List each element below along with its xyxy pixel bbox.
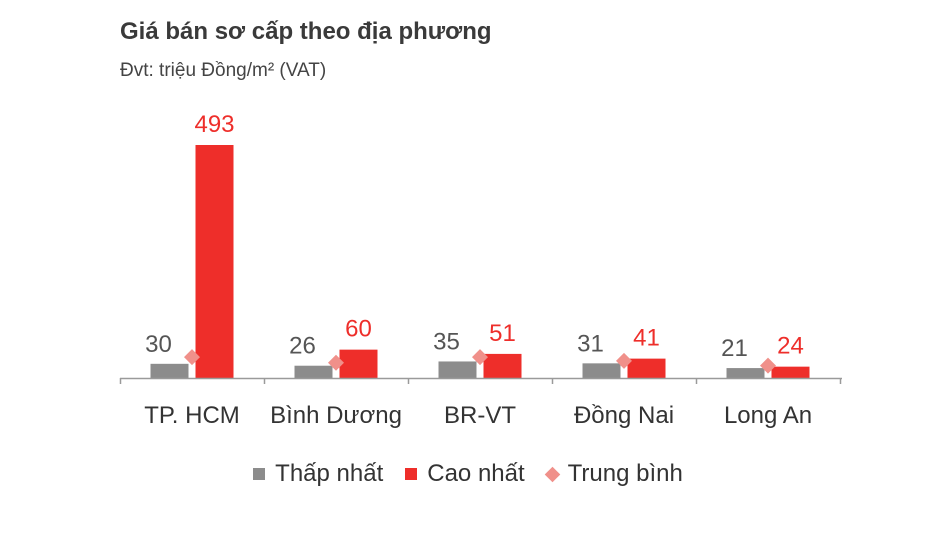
bar-lowest-0 bbox=[150, 363, 189, 378]
legend-item-average: Trung bình bbox=[544, 460, 683, 488]
legend-item-lowest: Thấp nhất bbox=[253, 460, 383, 488]
marker-average-4 bbox=[760, 357, 776, 374]
category-label-3: Đồng Nai bbox=[574, 402, 674, 429]
label-lowest-1: 26 bbox=[289, 333, 316, 360]
bar-highest-4 bbox=[771, 366, 810, 378]
label-highest-4: 24 bbox=[777, 333, 804, 360]
bar-lowest-1 bbox=[294, 365, 333, 378]
legend-label-average: Trung bình bbox=[567, 460, 683, 487]
chart-subtitle: Đvt: triệu Đồng/m² (VAT) bbox=[120, 60, 327, 81]
marker-average-1 bbox=[328, 354, 344, 371]
category-label-4: Long An bbox=[724, 402, 812, 429]
bar-highest-2 bbox=[483, 353, 522, 378]
label-highest-0: 493 bbox=[194, 111, 234, 138]
bar-chart: 30 493 TP. HCM 26 60 Bình Dương 35 51 BR-VT 31 41 Đ… bbox=[119, 111, 842, 429]
category-label-2: BR-VT bbox=[444, 402, 516, 429]
bar-lowest-4 bbox=[726, 368, 765, 378]
bar-lowest-3 bbox=[582, 363, 621, 378]
label-highest-3: 41 bbox=[633, 325, 660, 352]
bar-highest-0 bbox=[195, 145, 234, 378]
chart-title: Giá bán sơ cấp theo địa phương bbox=[120, 18, 492, 45]
legend-label-lowest: Thấp nhất bbox=[275, 460, 384, 487]
bar-highest-1 bbox=[339, 349, 378, 378]
legend-item-highest: Cao nhất bbox=[405, 460, 525, 488]
category-label-1: Bình Dương bbox=[270, 402, 402, 429]
marker-average-2 bbox=[472, 349, 488, 366]
category-label-0: TP. HCM bbox=[144, 402, 240, 429]
label-lowest-4: 21 bbox=[721, 335, 748, 362]
legend-label-highest: Cao nhất bbox=[427, 460, 525, 487]
chart-legend: Thấp nhất Cao nhất Trung bình bbox=[0, 460, 936, 488]
label-lowest-0: 30 bbox=[145, 331, 172, 358]
label-lowest-3: 31 bbox=[577, 330, 604, 357]
legend-swatch-highest bbox=[405, 468, 418, 480]
bar-lowest-2 bbox=[438, 361, 477, 378]
marker-average-3 bbox=[616, 352, 632, 369]
bar-highest-3 bbox=[627, 358, 666, 378]
legend-swatch-lowest bbox=[253, 468, 266, 480]
legend-swatch-average bbox=[544, 466, 560, 482]
label-lowest-2: 35 bbox=[433, 328, 460, 355]
label-highest-2: 51 bbox=[489, 320, 516, 347]
label-highest-1: 60 bbox=[345, 316, 372, 343]
marker-average-0 bbox=[184, 349, 200, 366]
